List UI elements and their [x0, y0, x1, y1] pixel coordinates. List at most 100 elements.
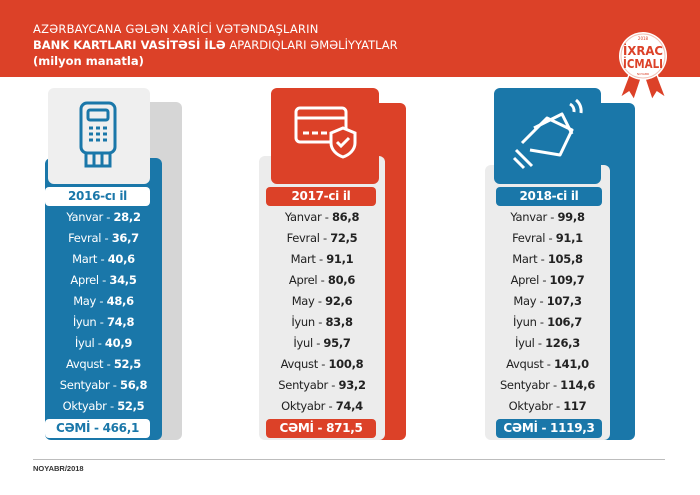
- month-row: May - 92,6: [259, 291, 385, 312]
- month-value: 99,8: [557, 210, 585, 224]
- separator: -: [101, 231, 112, 245]
- separator: -: [319, 231, 331, 245]
- month-row: Oktyabr - 74,4: [259, 396, 385, 417]
- separator: -: [98, 273, 110, 287]
- separator: -: [549, 378, 561, 392]
- icon-box: [271, 88, 379, 184]
- month-value: 141,0: [553, 357, 589, 371]
- month-list: Yanvar - 86,8 Fevral - 72,5 Mart - 91,1 Apr…: [259, 207, 385, 417]
- month-row: Yanvar - 86,8: [259, 207, 385, 228]
- month-value: 52,5: [117, 399, 145, 413]
- month-row: Oktyabr - 52,5: [45, 396, 162, 417]
- title-line-2: BANK KARTLARI VASİTƏSİ İLƏ APARDIQLARI Ə…: [33, 38, 398, 52]
- month-label: İyun: [512, 315, 537, 329]
- month-label: Fevral: [68, 231, 102, 245]
- unit-subtitle: (milyon manatla): [33, 54, 144, 68]
- badge-year: 2018: [638, 36, 649, 41]
- month-value: 114,6: [560, 378, 596, 392]
- month-value: 40,9: [104, 336, 133, 350]
- month-row: Sentyabr - 114,6: [485, 375, 610, 396]
- separator: -: [538, 273, 550, 287]
- month-value: 91,1: [555, 231, 583, 245]
- separator: -: [94, 336, 105, 350]
- separator: -: [96, 294, 107, 308]
- month-label: Aprel: [70, 273, 99, 287]
- month-value: 107,3: [546, 294, 582, 308]
- month-row: Avqust - 141,0: [485, 354, 610, 375]
- month-row: Mart - 105,8: [485, 249, 610, 270]
- month-label: İyul: [515, 336, 535, 350]
- month-label: Avqust: [65, 357, 104, 371]
- separator: -: [103, 357, 114, 371]
- separator: -: [102, 210, 114, 224]
- separator: -: [327, 378, 339, 392]
- month-label: Sentyabr: [499, 378, 550, 392]
- separator: -: [109, 378, 121, 392]
- month-row: Sentyabr - 93,2: [259, 375, 385, 396]
- year-label: 2017-ci il: [266, 187, 376, 206]
- month-row: Sentyabr - 56,8: [45, 375, 162, 396]
- month-label: Mart: [512, 252, 538, 266]
- month-list: Yanvar - 99,8 Fevral - 91,1 Mart - 105,8 Ap…: [485, 207, 610, 417]
- month-row: Fevral - 91,1: [485, 228, 610, 249]
- separator: -: [536, 294, 547, 308]
- separator: -: [314, 315, 326, 329]
- month-label: Fevral: [512, 231, 546, 245]
- month-row: Yanvar - 99,8: [485, 207, 610, 228]
- month-label: İyun: [72, 315, 97, 329]
- month-row: Yanvar - 28,2: [45, 207, 162, 228]
- month-value: 126,3: [545, 336, 580, 350]
- badge-sub: NOYABR: [637, 72, 649, 76]
- month-row: Mart - 91,1: [259, 249, 385, 270]
- badge-line-1: İXRAC: [623, 43, 663, 58]
- month-value: 40,6: [107, 252, 135, 266]
- month-label: İyul: [74, 336, 95, 350]
- separator: -: [314, 294, 326, 308]
- title-bold: BANK KARTLARI VASİTƏSİ İLƏ: [33, 38, 226, 52]
- month-row: Fevral - 72,5: [259, 228, 385, 249]
- month-label: İyul: [293, 336, 313, 350]
- month-value: 100,8: [328, 357, 364, 371]
- footer-date: NOYABR/2018: [33, 464, 84, 473]
- month-label: Avqust: [280, 357, 319, 371]
- month-label: İyun: [291, 315, 315, 329]
- month-value: 36,7: [111, 231, 139, 245]
- month-label: Mart: [290, 252, 316, 266]
- separator: -: [537, 252, 548, 266]
- month-value: 95,7: [323, 336, 351, 350]
- month-value: 34,5: [109, 273, 137, 287]
- separator: -: [546, 210, 558, 224]
- separator: -: [534, 336, 546, 350]
- month-row: Fevral - 36,7: [45, 228, 162, 249]
- month-row: İyun - 106,7: [485, 312, 610, 333]
- month-label: Yanvar: [284, 210, 322, 224]
- month-value: 72,5: [330, 231, 358, 245]
- month-value: 105,8: [547, 252, 583, 266]
- month-row: May - 48,6: [45, 291, 162, 312]
- month-label: Oktyabr: [281, 399, 326, 413]
- month-value: 48,6: [106, 294, 134, 308]
- footer-divider: [33, 459, 665, 460]
- separator: -: [321, 210, 332, 224]
- card-panel: [485, 165, 610, 440]
- month-label: Fevral: [286, 231, 320, 245]
- month-row: Aprel - 80,6: [259, 270, 385, 291]
- month-label: Sentyabr: [59, 378, 110, 392]
- total-label: CƏMİ - 1119,3: [496, 419, 602, 438]
- month-row: İyul - 95,7: [259, 333, 385, 354]
- month-label: Aprel: [510, 273, 540, 287]
- month-value: 106,7: [547, 315, 583, 329]
- month-value: 86,8: [331, 210, 360, 224]
- month-label: Avqust: [506, 357, 544, 371]
- header-banner: AZƏRBAYCANA GƏLƏN XARİCİ VƏTƏNDAŞLARIN B…: [0, 0, 700, 77]
- month-row: İyun - 83,8: [259, 312, 385, 333]
- month-label: May: [513, 294, 537, 308]
- month-value: 74,4: [335, 399, 363, 413]
- month-row: Mart - 40,6: [45, 249, 162, 270]
- month-label: Mart: [72, 252, 98, 266]
- month-list: Yanvar - 28,2 Fevral - 36,7 Mart - 40,6 Apr…: [45, 207, 162, 417]
- month-value: 80,6: [327, 273, 356, 287]
- year-label: 2016-cı il: [45, 187, 150, 206]
- month-label: Oktyabr: [62, 399, 107, 413]
